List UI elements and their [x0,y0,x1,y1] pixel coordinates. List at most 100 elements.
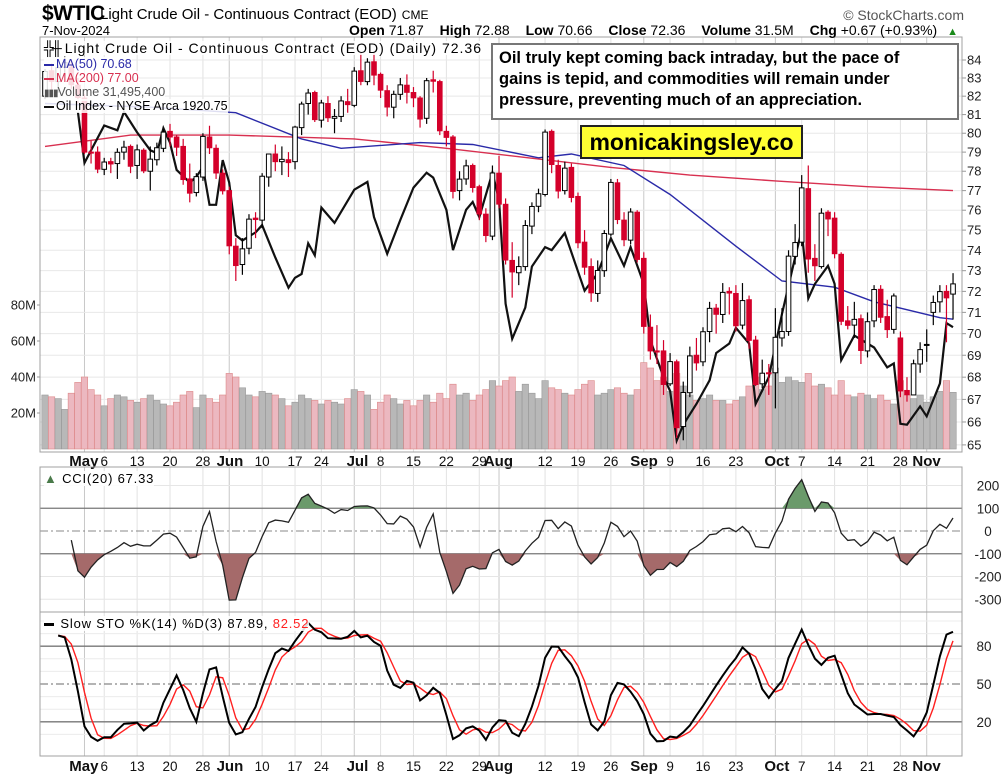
candle [331,109,338,134]
candle-body [693,354,700,364]
candle [575,192,581,249]
candle [206,125,213,155]
candle-body [305,92,311,105]
volume-bar [100,405,108,450]
candle-body [154,147,160,161]
volume-bar [350,389,358,450]
candle-body [430,79,437,82]
volume-bar [706,394,714,450]
candle-body [647,326,654,352]
volume-bar [396,403,404,450]
candle [851,301,858,338]
candle-body [259,175,265,221]
candle-body [219,172,226,192]
volume-bar [824,387,832,450]
legend-oil-index: Oil Index - NYSE Arca 1920.75 [44,99,228,113]
candle [522,220,529,271]
candle [864,312,871,358]
volume-bar [383,394,391,450]
volume-bar [298,394,306,450]
volume-bar [548,387,556,450]
candle-body [838,253,844,322]
date-tick-label: 21 [860,454,875,469]
volume-bar [304,398,312,450]
candle-body [785,255,792,333]
date-tick-label: 19 [570,454,585,469]
candle [121,140,127,160]
candle [515,256,522,286]
volume-bar [488,380,496,450]
legend-ma50-text: MA(50) 70.68 [56,57,132,71]
candle [700,327,706,367]
candle-body [568,166,575,198]
volume-bar [844,394,852,450]
candle-body [851,318,858,326]
price-tick-label: 80 [967,126,981,141]
candle [752,335,759,387]
candle [555,159,562,199]
volume-bar [363,394,371,450]
volume-bar [587,380,595,450]
volume-bar [436,392,444,450]
candle-body [127,145,134,167]
ma200-line [44,134,954,192]
ohlc-summary: Open 71.87 High 72.88 Low 70.66 Close 72… [349,22,964,38]
volume-bar [581,383,589,450]
price-tick-label: 84 [967,53,981,68]
candle-body [397,84,404,95]
volume-bar [653,380,661,450]
candle [390,90,397,119]
quote-date: 7-Nov-2024 [42,23,110,38]
candle-body [298,103,305,129]
candle-body [825,211,831,220]
volume-bar [48,396,56,450]
candle-body [733,292,739,327]
stochastic-panel-border [39,611,963,757]
candle-body [213,147,219,174]
date-tick-label: 6 [100,759,108,774]
candle-body [581,241,588,268]
candle-body [542,131,548,196]
candle [180,138,186,185]
volume-bar [534,398,542,450]
candle [634,210,641,263]
close-label: Close [608,22,647,38]
candle [562,161,568,195]
candle [726,287,733,315]
candle [805,165,812,273]
price-tick-label: 67 [967,392,981,407]
volume-bar [258,391,266,450]
candle [404,74,410,104]
candle-body [904,389,910,396]
candle-body [331,115,338,119]
candle-body [476,186,483,215]
legend-cci-text: CCI(20) 67.33 [62,471,155,486]
candle-body [818,212,825,268]
candle-body [548,130,555,166]
price-tick-label: 81 [967,107,981,122]
candle [338,96,344,123]
candle [134,144,140,179]
volume-bar [278,398,286,450]
candle-body [831,217,838,255]
volume-bar [219,394,227,450]
candle [588,258,594,302]
candle-body [864,321,871,352]
date-tick-label: 13 [130,759,145,774]
date-tick-label: 14 [827,759,843,774]
volume-bar [429,401,437,450]
volume-bar [179,394,187,450]
cci-tick-label: 100 [977,501,1000,516]
volume-bar [54,398,62,450]
date-tick-label: Jun [217,453,244,470]
high-value: 72.88 [474,22,510,38]
volume-bar [344,398,352,450]
candle [673,359,680,438]
volume-bar [140,398,148,450]
candle [193,173,200,197]
ma50-line [44,102,954,320]
date-tick-label: 14 [827,454,843,469]
volume-bar [192,407,200,450]
candle-body [206,136,213,149]
volume-bar [502,380,510,450]
